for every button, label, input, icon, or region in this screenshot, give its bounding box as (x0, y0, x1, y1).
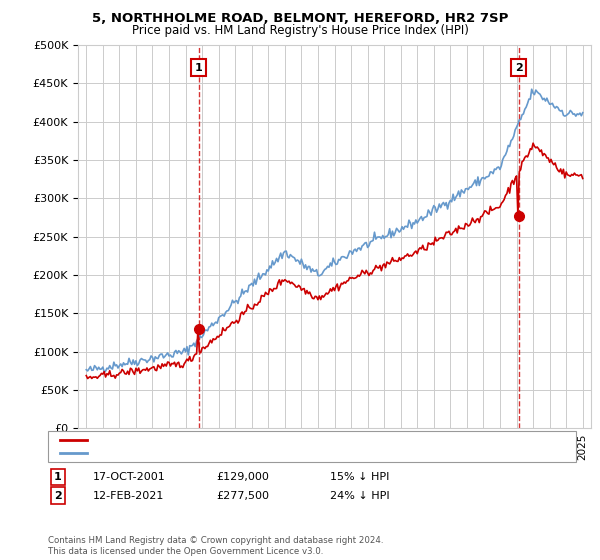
Text: 24% ↓ HPI: 24% ↓ HPI (330, 491, 389, 501)
Text: Contains HM Land Registry data © Crown copyright and database right 2024.
This d: Contains HM Land Registry data © Crown c… (48, 536, 383, 556)
Text: 1: 1 (195, 63, 203, 73)
Text: £277,500: £277,500 (216, 491, 269, 501)
Text: HPI: Average price, detached house, Herefordshire: HPI: Average price, detached house, Here… (90, 449, 331, 458)
Text: 1: 1 (54, 472, 62, 482)
Text: 2: 2 (515, 63, 523, 73)
Text: 5, NORTHHOLME ROAD, BELMONT, HEREFORD, HR2 7SP (detached house): 5, NORTHHOLME ROAD, BELMONT, HEREFORD, H… (90, 435, 442, 444)
Text: £129,000: £129,000 (216, 472, 269, 482)
Text: 5, NORTHHOLME ROAD, BELMONT, HEREFORD, HR2 7SP: 5, NORTHHOLME ROAD, BELMONT, HEREFORD, H… (92, 12, 508, 25)
Text: 15% ↓ HPI: 15% ↓ HPI (330, 472, 389, 482)
Text: 2: 2 (54, 491, 62, 501)
Text: Price paid vs. HM Land Registry's House Price Index (HPI): Price paid vs. HM Land Registry's House … (131, 24, 469, 37)
Text: 17-OCT-2001: 17-OCT-2001 (93, 472, 166, 482)
Text: 12-FEB-2021: 12-FEB-2021 (93, 491, 164, 501)
